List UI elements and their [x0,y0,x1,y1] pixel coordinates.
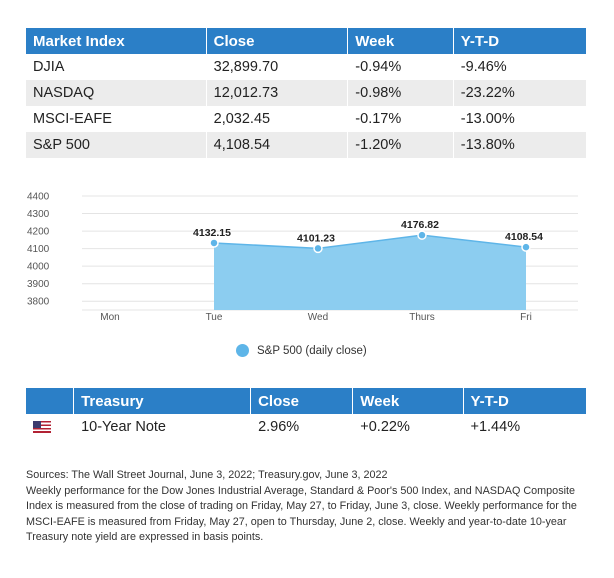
index-close: 2,032.45 [205,106,348,132]
legend-label: S&P 500 (daily close) [257,344,367,357]
flag-cell [26,414,74,440]
table-row: DJIA 32,899.70 -0.94% -9.46% [26,54,586,80]
index-week: -0.17% [347,106,454,132]
index-name: S&P 500 [26,132,207,158]
table-row: 10-Year Note 2.96% +0.22% +1.44% [26,414,586,440]
market-index-table: Market Index Close Week Y-T-D DJIA 32,89… [26,28,586,158]
header-close: Close [205,28,348,54]
header-flag [26,388,74,414]
index-close: 12,012.73 [205,80,348,106]
chart-svg: 3800 3900 4000 4100 4200 4300 4400 4132.15 4101.… [27,192,578,323]
table-row: S&P 500 4,108.54 -1.20% -13.80% [26,132,586,158]
y-tick-label: 4000 [27,262,50,273]
treasury-close: 2.96% [250,414,353,440]
index-name: DJIA [26,54,207,80]
methodology-text: Weekly performance for the Dow Jones Ind… [26,484,577,544]
index-name: MSCI-EAFE [26,106,207,132]
x-category-label: Thurs [409,312,435,323]
market-table-header: Market Index Close Week Y-T-D [26,28,586,54]
header-ytd: Y-T-D [462,388,586,414]
treasury-week: +0.22% [352,414,463,440]
x-category-label: Fri [520,312,532,323]
data-label: 4101.23 [297,232,335,244]
x-category-label: Tue [206,312,223,323]
header-ytd: Y-T-D [452,28,586,54]
chart-legend: S&P 500 (daily close) [236,344,367,357]
us-flag-icon [33,421,51,434]
y-tick-label: 4400 [27,192,50,203]
data-point [521,242,531,252]
data-label: 4176.82 [401,219,439,231]
y-tick-label: 3900 [27,279,50,290]
y-tick-label: 4300 [27,209,50,220]
y-tick-label: 3800 [27,297,50,308]
sp500-chart: 3800 3900 4000 4100 4200 4300 4400 4132.15 4101.… [0,184,614,374]
index-close: 4,108.54 [205,132,348,158]
y-tick-label: 4200 [27,227,50,238]
y-tick-label: 4100 [27,244,50,255]
treasury-table-header: Treasury Close Week Y-T-D [26,388,586,414]
index-ytd: -13.00% [452,106,586,132]
index-week: -1.20% [347,132,454,158]
x-category-label: Wed [308,312,328,323]
header-treasury: Treasury [73,388,251,414]
index-ytd: -9.46% [452,54,586,80]
data-label: 4132.15 [193,227,231,239]
header-market-index: Market Index [26,28,207,54]
data-point [417,230,427,240]
table-row: MSCI-EAFE 2,032.45 -0.17% -13.00% [26,106,586,132]
header-week: Week [347,28,454,54]
legend-marker [236,344,249,357]
index-close: 32,899.70 [205,54,348,80]
series-area [214,235,526,310]
index-week: -0.94% [347,54,454,80]
data-label: 4108.54 [505,231,543,243]
treasury-name: 10-Year Note [73,414,251,440]
index-name: NASDAQ [26,80,207,106]
treasury-table: Treasury Close Week Y-T-D 10-Year Note 2… [26,388,586,440]
table-row: NASDAQ 12,012.73 -0.98% -23.22% [26,80,586,106]
index-week: -0.98% [347,80,454,106]
footnotes: Sources: The Wall Street Journal, June 3… [26,468,594,546]
data-point [313,243,323,254]
index-ytd: -23.22% [452,80,586,106]
x-category-label: Mon [100,312,119,323]
index-ytd: -13.80% [452,132,586,158]
series-line [213,234,527,250]
header-week: Week [352,388,463,414]
treasury-ytd: +1.44% [462,414,586,440]
data-point [209,238,219,248]
sources-text: Sources: The Wall Street Journal, June 3… [26,469,388,481]
header-close: Close [250,388,353,414]
